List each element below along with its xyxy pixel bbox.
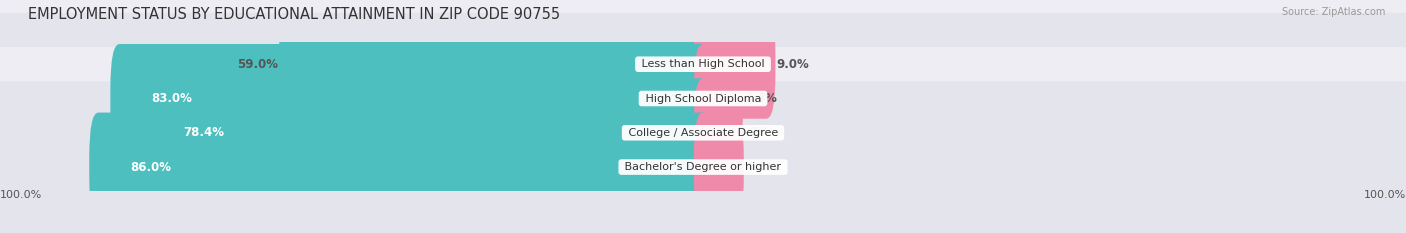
FancyBboxPatch shape — [89, 113, 713, 222]
Text: College / Associate Degree: College / Associate Degree — [624, 128, 782, 138]
FancyBboxPatch shape — [0, 13, 1406, 184]
Text: Less than High School: Less than High School — [638, 59, 768, 69]
Text: 9.0%: 9.0% — [778, 58, 810, 71]
Text: EMPLOYMENT STATUS BY EDUCATIONAL ATTAINMENT IN ZIP CODE 90755: EMPLOYMENT STATUS BY EDUCATIONAL ATTAINM… — [28, 7, 560, 22]
Text: 4.4%: 4.4% — [745, 92, 778, 105]
FancyBboxPatch shape — [0, 0, 1406, 150]
Text: 59.0%: 59.0% — [236, 58, 278, 71]
Text: 78.4%: 78.4% — [183, 126, 225, 139]
FancyBboxPatch shape — [278, 10, 713, 119]
FancyBboxPatch shape — [110, 44, 713, 153]
FancyBboxPatch shape — [695, 113, 744, 222]
Text: Source: ZipAtlas.com: Source: ZipAtlas.com — [1281, 7, 1385, 17]
FancyBboxPatch shape — [695, 10, 776, 119]
FancyBboxPatch shape — [695, 44, 744, 153]
Text: 4.5%: 4.5% — [745, 161, 778, 174]
Text: High School Diploma: High School Diploma — [641, 93, 765, 103]
Text: 100.0%: 100.0% — [1364, 190, 1406, 200]
FancyBboxPatch shape — [695, 78, 735, 187]
FancyBboxPatch shape — [0, 81, 1406, 233]
FancyBboxPatch shape — [0, 47, 1406, 219]
Text: 100.0%: 100.0% — [0, 190, 42, 200]
Text: Bachelor's Degree or higher: Bachelor's Degree or higher — [621, 162, 785, 172]
Text: 86.0%: 86.0% — [129, 161, 172, 174]
FancyBboxPatch shape — [142, 78, 713, 187]
Text: 83.0%: 83.0% — [152, 92, 193, 105]
Text: 3.3%: 3.3% — [737, 126, 769, 139]
